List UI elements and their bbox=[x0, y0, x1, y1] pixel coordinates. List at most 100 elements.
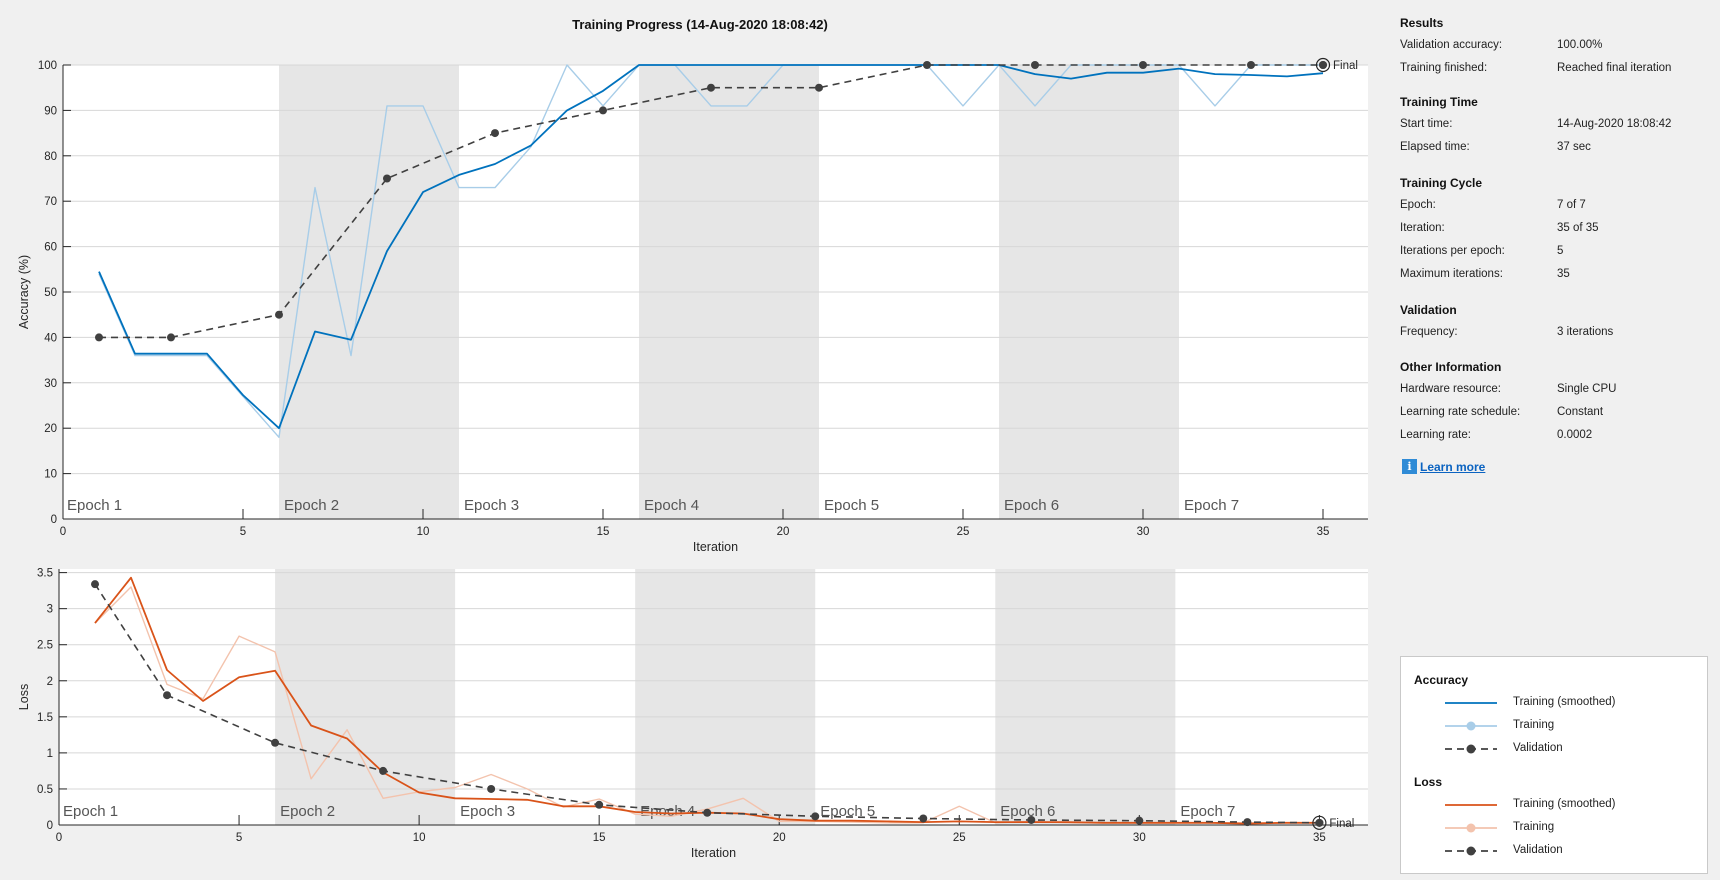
legend-group-title: Loss bbox=[1414, 775, 1443, 789]
final-marker-dot bbox=[1319, 61, 1327, 69]
legend-swatch bbox=[1445, 846, 1497, 856]
legend-marker bbox=[1466, 823, 1476, 833]
epoch-shade bbox=[275, 569, 456, 825]
epoch-label: Epoch 3 bbox=[460, 803, 515, 820]
x-tick-label: 15 bbox=[597, 526, 610, 538]
epoch-label: Epoch 3 bbox=[464, 497, 519, 514]
panel-row-value: 3 iterations bbox=[1557, 326, 1614, 338]
validation-point bbox=[379, 766, 388, 775]
x-tick-label: 0 bbox=[60, 526, 66, 538]
epoch-label: Epoch 2 bbox=[284, 497, 339, 514]
panel-row-value: 100.00% bbox=[1557, 39, 1603, 51]
validation-point bbox=[487, 784, 496, 793]
x-tick-label: 25 bbox=[957, 526, 970, 538]
legend-item: Validation bbox=[1401, 843, 1701, 859]
validation-point bbox=[1135, 816, 1144, 825]
validation-point bbox=[1247, 61, 1255, 69]
validation-point bbox=[595, 800, 604, 809]
y-tick-label: 0 bbox=[51, 514, 57, 526]
panel-row-label: Training finished: bbox=[1400, 62, 1488, 74]
panel-row-value: 7 of 7 bbox=[1557, 199, 1586, 211]
epoch-label: Epoch 1 bbox=[63, 803, 118, 820]
y-tick-label: 2 bbox=[47, 676, 53, 688]
epoch-label: Epoch 2 bbox=[280, 803, 335, 820]
validation-point bbox=[815, 83, 823, 92]
training-plots: Epoch 1 Epoch 2 Epoch 3 Epoch 4 Epoch 5 Epoch… bbox=[17, 57, 1368, 860]
y-tick-label: 3 bbox=[47, 604, 53, 616]
panel-row-label: Epoch: bbox=[1400, 199, 1436, 211]
epoch-shade bbox=[635, 569, 816, 825]
learn-more-label[interactable]: Learn more bbox=[1420, 459, 1486, 474]
panel-row-label: Learning rate: bbox=[1400, 429, 1471, 441]
legend-item-label: Training (smoothed) bbox=[1513, 696, 1616, 708]
x-tick-label: 35 bbox=[1313, 832, 1326, 844]
x-axis-label: Iteration bbox=[691, 846, 736, 860]
legend-item: Training bbox=[1401, 820, 1701, 836]
learn-more-link[interactable]: i Learn more bbox=[1402, 459, 1485, 474]
x-tick-label: 30 bbox=[1137, 526, 1150, 538]
epoch-label: Epoch 6 bbox=[1000, 803, 1055, 820]
y-tick-label: 30 bbox=[44, 378, 57, 390]
x-tick-label: 20 bbox=[777, 526, 790, 538]
x-tick-label: 20 bbox=[773, 832, 786, 844]
validation-point bbox=[167, 333, 175, 342]
legend-group-title: Accuracy bbox=[1414, 673, 1469, 687]
x-axis-label: Iteration bbox=[693, 540, 738, 554]
y-tick-label: 10 bbox=[44, 469, 57, 481]
epoch-label: Epoch 7 bbox=[1184, 497, 1239, 514]
legend-marker bbox=[1466, 744, 1476, 754]
x-tick-label: 10 bbox=[413, 832, 426, 844]
legend-item: Validation bbox=[1401, 741, 1701, 757]
legend: Accuracy Training (smoothed) Training Valid… bbox=[1400, 656, 1708, 874]
x-tick-label: 35 bbox=[1317, 526, 1330, 538]
epoch-label: Epoch 7 bbox=[1180, 803, 1235, 820]
validation-point bbox=[491, 129, 499, 138]
validation-point bbox=[811, 812, 820, 821]
panel-row-label: Hardware resource: bbox=[1400, 383, 1501, 395]
panel-row-value: 5 bbox=[1557, 245, 1564, 257]
y-tick-label: 3.5 bbox=[37, 568, 53, 580]
y-tick-label: 60 bbox=[44, 242, 57, 254]
final-marker-ring bbox=[1315, 57, 1331, 73]
panel-row-label: Maximum iterations: bbox=[1400, 268, 1503, 280]
panel-row-label: Learning rate schedule: bbox=[1400, 406, 1521, 418]
legend-swatch bbox=[1445, 744, 1497, 754]
validation-point bbox=[275, 310, 283, 319]
y-tick-label: 1.5 bbox=[37, 712, 53, 724]
panel-section-title: Validation bbox=[1400, 303, 1457, 317]
validation-point bbox=[1243, 818, 1252, 827]
legend-item-label: Training bbox=[1513, 719, 1555, 731]
panel-section-title: Results bbox=[1400, 16, 1444, 30]
validation-point bbox=[599, 106, 607, 115]
legend-item: Training (smoothed) bbox=[1401, 797, 1701, 813]
legend-item-label: Validation bbox=[1513, 844, 1563, 856]
panel-row-value: 35 of 35 bbox=[1557, 222, 1599, 234]
x-tick-label: 5 bbox=[240, 526, 246, 538]
panel-row-value: Single CPU bbox=[1557, 383, 1617, 395]
validation-point bbox=[1031, 61, 1039, 69]
panel-row-value: 0.0002 bbox=[1557, 429, 1593, 441]
y-tick-label: 40 bbox=[44, 332, 57, 344]
panel-row-label: Elapsed time: bbox=[1400, 141, 1470, 153]
chart-title: Training Progress (14-Aug-2020 18:08:42) bbox=[572, 17, 828, 32]
validation-point bbox=[703, 808, 712, 817]
y-tick-label: 0 bbox=[47, 820, 53, 832]
legend-item: Training (smoothed) bbox=[1401, 695, 1701, 711]
y-tick-label: 2.5 bbox=[37, 640, 53, 652]
legend-item-label: Training bbox=[1513, 821, 1555, 833]
epoch-label: Epoch 6 bbox=[1004, 497, 1059, 514]
panel-row-label: Iteration: bbox=[1400, 222, 1445, 234]
x-tick-label: 30 bbox=[1133, 832, 1146, 844]
panel-section-title: Other Information bbox=[1400, 360, 1502, 374]
panel-row-label: Frequency: bbox=[1400, 326, 1458, 338]
y-tick-label: 90 bbox=[44, 105, 57, 117]
legend-marker bbox=[1466, 846, 1476, 856]
y-axis-label: Accuracy (%) bbox=[17, 255, 31, 329]
legend-marker bbox=[1466, 721, 1476, 731]
x-tick-label: 0 bbox=[56, 832, 62, 844]
legend-swatch bbox=[1445, 823, 1497, 833]
panel-row-value: 37 sec bbox=[1557, 141, 1591, 153]
y-tick-label: 50 bbox=[44, 287, 57, 299]
epoch-shade bbox=[995, 569, 1176, 825]
x-tick-label: 5 bbox=[236, 832, 242, 844]
